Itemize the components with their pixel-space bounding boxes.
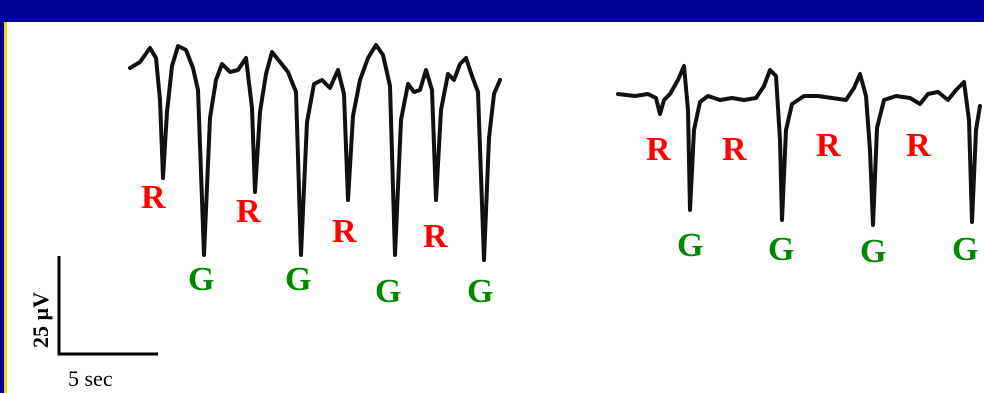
- left-label-r2: R: [236, 193, 261, 230]
- scale-bar-lines: [57, 256, 158, 356]
- right-label-r1: R: [646, 131, 671, 168]
- right-label-g3: G: [860, 233, 886, 270]
- left-panel: R R R R G G G G: [128, 43, 502, 310]
- right-label-r2: R: [722, 131, 747, 168]
- left-label-r1: R: [141, 179, 166, 216]
- left-label-r3: R: [332, 213, 357, 250]
- left-label-g4: G: [467, 273, 493, 310]
- left-erg-trace: [128, 43, 502, 262]
- right-erg-trace: [616, 64, 982, 227]
- frame-left-border: [0, 22, 4, 393]
- left-label-g1: G: [188, 261, 214, 298]
- right-label-r4: R: [906, 127, 931, 164]
- right-panel: R R R R G G G G: [616, 64, 982, 270]
- scale-bar: 25 µV 5 sec: [28, 256, 158, 391]
- right-label-r3: R: [816, 127, 841, 164]
- left-label-g3: G: [375, 273, 401, 310]
- scale-bar-vertical-label: 25 µV: [28, 292, 53, 348]
- frame-left-accent: [4, 22, 7, 393]
- left-label-g2: G: [285, 261, 311, 298]
- right-label-g2: G: [768, 231, 794, 268]
- right-label-g4: G: [952, 231, 978, 268]
- scale-bar-horizontal-label: 5 sec: [68, 366, 113, 391]
- left-label-r4: R: [423, 218, 448, 255]
- right-label-g1: G: [677, 227, 703, 264]
- title-bar: [0, 0, 984, 22]
